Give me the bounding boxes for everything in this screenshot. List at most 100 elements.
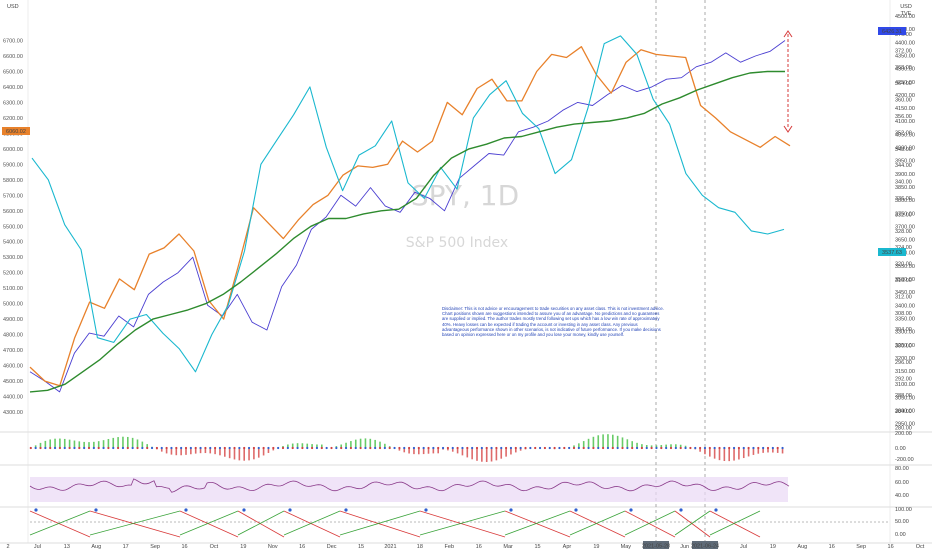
bottom-green-segment xyxy=(283,510,341,536)
right-usd-tick-label: 352.00 xyxy=(895,130,912,136)
price-label-tran_s: 3537.63 xyxy=(882,250,902,256)
x-tick-label: May xyxy=(621,544,632,550)
bottom-marker xyxy=(288,508,292,512)
series-line-tran xyxy=(29,46,791,387)
histogram-bar xyxy=(578,443,580,448)
histogram-bar xyxy=(88,442,90,448)
histogram-bar xyxy=(262,448,265,456)
histogram-bar xyxy=(199,448,202,454)
histogram-bar xyxy=(573,445,575,448)
left-axis-tick-label: 4700.00 xyxy=(3,348,23,354)
histogram-bar xyxy=(733,448,735,461)
histogram-dot xyxy=(34,446,37,450)
histogram-bar xyxy=(321,444,323,448)
right-usd-tick-label: 292.00 xyxy=(895,376,912,382)
histogram-dot xyxy=(146,446,149,450)
histogram-bar xyxy=(78,441,81,448)
left-axis-tick-label: 5500.00 xyxy=(3,224,23,230)
bottom-marker xyxy=(184,508,188,512)
x-tick-label: Oct xyxy=(916,544,925,550)
histogram-dot xyxy=(500,446,503,450)
right-usd-tick-label: 320.00 xyxy=(895,262,912,268)
histogram-bar xyxy=(447,448,449,451)
histogram-bar xyxy=(626,439,629,448)
series-line-ma xyxy=(29,70,785,393)
right-tve-tick-label: 4400.00 xyxy=(895,40,915,46)
histogram-dot xyxy=(228,446,231,450)
histogram-bar xyxy=(384,443,386,448)
histogram-bar xyxy=(379,441,381,448)
histogram-dot xyxy=(320,446,323,450)
right-tve-tick-label: 3950.00 xyxy=(895,159,915,165)
x-tick-label: Mar xyxy=(503,544,513,550)
x-tick-label: Aug xyxy=(91,544,101,550)
histogram-dot xyxy=(514,446,517,450)
histogram-dot xyxy=(63,446,66,450)
histogram-dot xyxy=(577,446,580,450)
right-usd-tick-label: 300.00 xyxy=(895,344,912,350)
bottom-tick-label: 0.00 xyxy=(895,532,906,538)
histogram-dot xyxy=(117,446,120,450)
left-axis-tick-label: 5300.00 xyxy=(3,255,23,261)
bottom-red-segment xyxy=(283,510,341,538)
left-axis-tick-label: 5600.00 xyxy=(3,209,23,215)
histogram-dot xyxy=(209,446,212,450)
bottom-red-segment xyxy=(709,510,761,538)
histogram-bar xyxy=(160,448,163,452)
histogram-bar xyxy=(636,442,638,448)
right-usd-tick-label: 372.00 xyxy=(895,48,912,54)
histogram-bar xyxy=(354,439,357,448)
histogram-dot xyxy=(170,446,173,450)
histogram-bar xyxy=(597,435,600,448)
histogram-bar xyxy=(427,448,430,454)
histogram-dot xyxy=(781,446,784,450)
histogram-bar xyxy=(437,448,439,454)
histogram-dot xyxy=(582,446,585,450)
right-tve-tick-label: 4300.00 xyxy=(895,67,915,73)
histogram-dot xyxy=(306,446,309,450)
histogram-bar xyxy=(466,448,469,458)
histogram-dot xyxy=(73,446,76,450)
histogram-tick-label: 200.00 xyxy=(895,431,912,437)
histogram-tick-label: -200.00 xyxy=(895,457,914,463)
histogram-dot xyxy=(708,446,711,450)
histogram-dot xyxy=(53,446,57,450)
price-label-spy: 6426.31 xyxy=(882,29,902,35)
histogram-dot xyxy=(141,446,144,450)
histogram-dot xyxy=(451,446,454,450)
histogram-bar xyxy=(747,448,750,457)
right-tve-tick-label: 3500.00 xyxy=(895,277,915,283)
histogram-bar xyxy=(272,448,275,451)
histogram-dot xyxy=(762,446,765,450)
histogram-dot xyxy=(165,446,168,450)
histogram-dot xyxy=(558,446,561,450)
histogram-bar xyxy=(54,438,56,448)
bottom-tick-label: 100.00 xyxy=(895,507,912,513)
histogram-bar xyxy=(422,448,425,455)
histogram-bar xyxy=(645,445,648,448)
histogram-dot xyxy=(665,446,668,450)
histogram-dot xyxy=(87,446,91,450)
left-axis-tick-label: 5900.00 xyxy=(3,162,23,168)
histogram-dot xyxy=(417,446,420,450)
right-tve-tick-label: 4050.00 xyxy=(895,132,915,138)
histogram-dot xyxy=(412,446,416,450)
histogram-dot xyxy=(49,446,52,450)
histogram-bar xyxy=(519,448,522,451)
histogram-bar xyxy=(660,445,663,448)
histogram-dot xyxy=(238,446,241,450)
histogram-dot xyxy=(728,446,731,450)
histogram-bar xyxy=(44,440,47,448)
right-tve-tick-label: 4100.00 xyxy=(895,119,915,125)
bottom-red-segment xyxy=(339,510,421,538)
histogram-dot xyxy=(301,446,304,450)
bottom-green-segment xyxy=(339,510,421,536)
histogram-dot xyxy=(776,446,779,450)
bottom-red-segment xyxy=(179,510,239,538)
oscillator-tick-label: 80.00 xyxy=(895,466,909,472)
histogram-bar xyxy=(485,448,488,462)
histogram-dot xyxy=(29,446,32,450)
histogram-bar xyxy=(403,448,406,453)
histogram-bar xyxy=(602,434,604,448)
